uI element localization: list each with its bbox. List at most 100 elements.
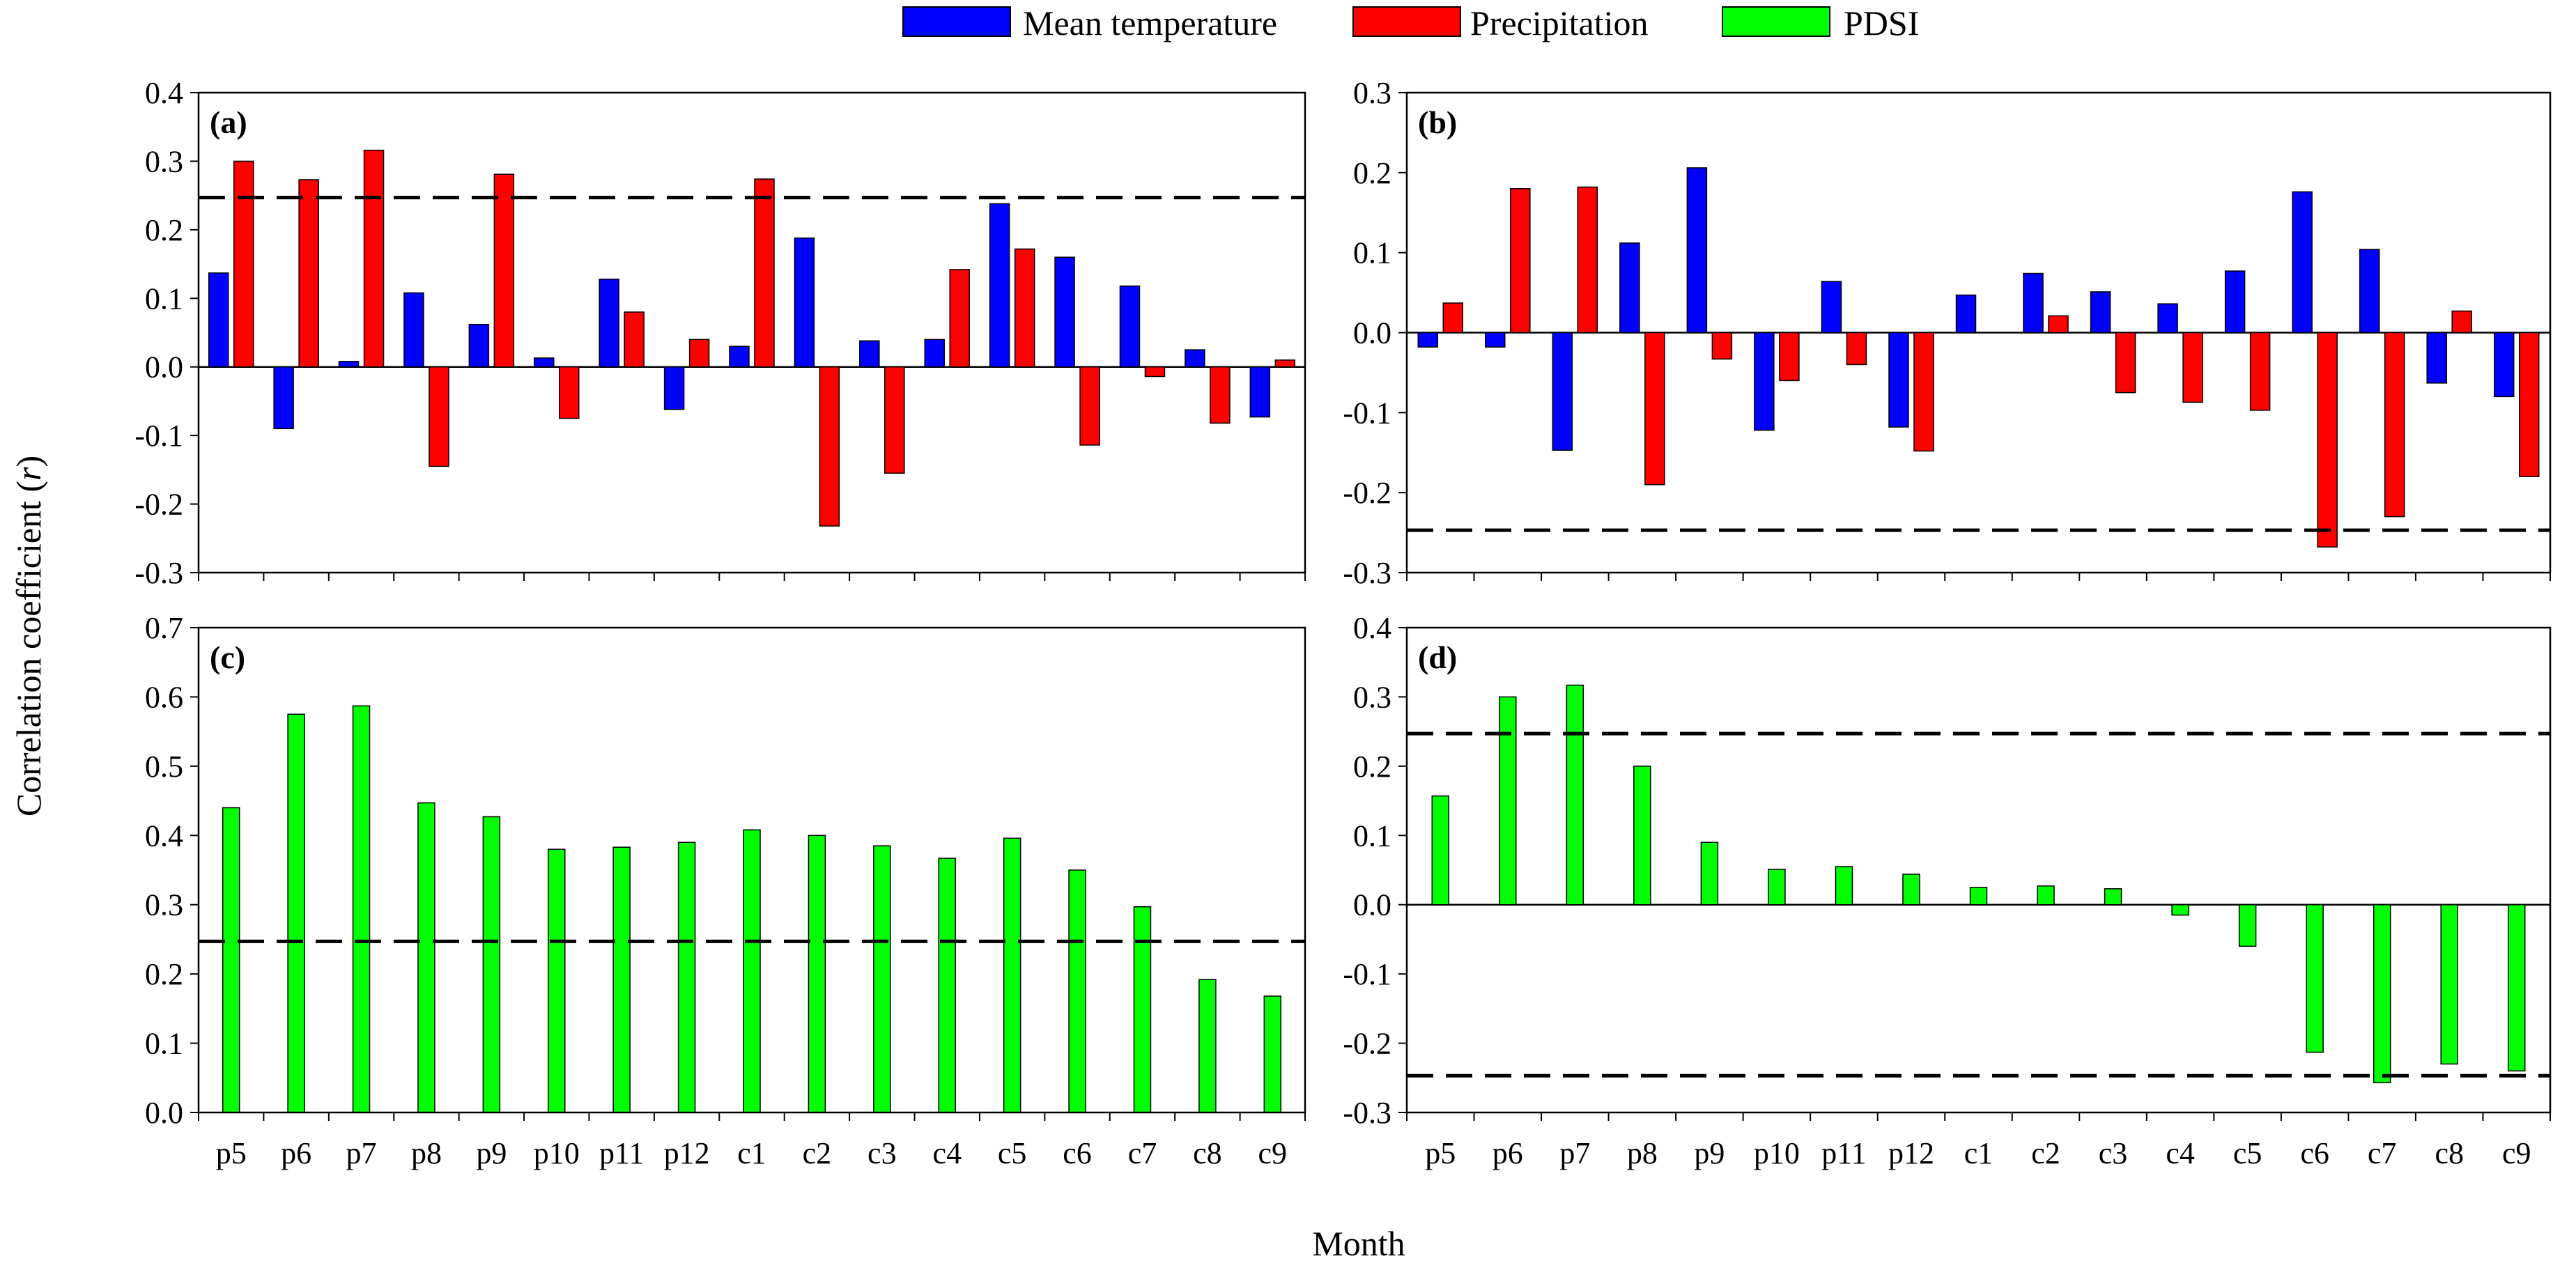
bar-pdsi-c2 — [2037, 885, 2055, 906]
y-tick-label: 0.0 — [145, 350, 183, 385]
bar-pdsi-p6 — [1499, 696, 1517, 906]
x-tick-label: c6 — [1063, 1136, 1092, 1170]
x-tick-label: c7 — [2368, 1136, 2397, 1170]
y-tick-label: -0.1 — [1343, 957, 1391, 991]
bar-pdsi-p10 — [1768, 869, 1786, 906]
y-tick-label: 0.3 — [145, 144, 183, 178]
y-tick-label: 0.4 — [1353, 611, 1391, 645]
x-tick-label: p10 — [534, 1136, 580, 1170]
y-tick-label: -0.3 — [1343, 1096, 1391, 1130]
bar-pdsi-c5 — [1003, 837, 1021, 1113]
bar-mean-temperature-p9 — [468, 323, 490, 368]
bar-mean-temperature-c1 — [729, 346, 750, 368]
x-tick-label: c7 — [1128, 1136, 1157, 1170]
bar-mean-temperature-p5 — [1417, 332, 1439, 348]
bar-pdsi-c6 — [1068, 869, 1086, 1113]
bar-mean-temperature-c9 — [1249, 366, 1271, 418]
y-tick-label: -0.3 — [1343, 556, 1391, 590]
x-axis-title: Month — [1312, 1224, 1405, 1263]
x-tick-label: p6 — [1493, 1136, 1523, 1170]
bar-mean-temperature-p8 — [403, 292, 424, 368]
bar-pdsi-c6 — [2306, 903, 2324, 1053]
bar-pdsi-p5 — [1431, 795, 1450, 906]
bar-precipitation-p8 — [429, 366, 449, 467]
y-tick-label: -0.1 — [1343, 396, 1391, 430]
bar-mean-temperature-p10 — [1754, 332, 1775, 431]
x-tick-label: c5 — [998, 1136, 1027, 1170]
bar-precipitation-c1 — [754, 178, 775, 368]
bar-pdsi-p7 — [352, 705, 371, 1113]
bar-mean-temperature-p8 — [1619, 242, 1640, 334]
bar-pdsi-p9 — [1700, 841, 1719, 906]
legend-label-1: Precipitation — [1470, 3, 1649, 42]
x-tick-label: p9 — [1694, 1136, 1725, 1170]
panel-c: 0.0 0.1 0.2 0.3 0.4 0.5 0.6 0.7 (c) p5 p6 p7 p8 p9 p10… — [145, 611, 1306, 1170]
plot-frame — [1405, 626, 2552, 1114]
bar-mean-temperature-p12 — [663, 366, 685, 410]
bar-pdsi-p11 — [612, 846, 631, 1113]
bar-pdsi-c8 — [1198, 979, 1217, 1113]
y-tick-label: -0.2 — [134, 488, 183, 522]
bar-pdsi-c1 — [1969, 887, 1988, 906]
y-axis-title: Correlation coefficient (r) — [9, 456, 48, 816]
bar-precipitation-c8 — [2451, 310, 2472, 334]
bar-pdsi-p8 — [417, 802, 435, 1113]
bar-precipitation-p12 — [688, 339, 710, 368]
y-tick-label: 0.1 — [1353, 819, 1391, 853]
bar-mean-temperature-c5 — [989, 203, 1010, 368]
bar-precipitation-p5 — [233, 160, 254, 368]
bar-mean-temperature-p11 — [1821, 281, 1842, 334]
x-tick-label: p12 — [1888, 1136, 1934, 1170]
bar-mean-temperature-c3 — [859, 340, 880, 368]
bar-precipitation-c2 — [819, 366, 840, 527]
bar-pdsi-c4 — [938, 858, 956, 1113]
bar-pdsi-p10 — [548, 848, 566, 1113]
bar-mean-temperature-c2 — [2023, 272, 2044, 334]
x-tick-label: p7 — [1559, 1136, 1590, 1170]
x-tick-label: c2 — [803, 1136, 832, 1170]
bar-mean-temperature-p12 — [1888, 332, 1909, 428]
x-tick-label: c1 — [737, 1136, 766, 1170]
bar-mean-temperature-p7 — [1552, 332, 1573, 451]
x-tick-label: c4 — [932, 1136, 962, 1170]
bar-precipitation-c7 — [1144, 366, 1166, 378]
bar-precipitation-p10 — [559, 366, 580, 419]
bar-pdsi-c3 — [2104, 888, 2122, 906]
y-tick-label: -0.3 — [134, 556, 183, 590]
bar-pdsi-c7 — [2373, 903, 2391, 1083]
x-tick-label: c8 — [2435, 1136, 2464, 1170]
bar-precipitation-c2 — [2048, 315, 2069, 334]
y-tick-label: 0.5 — [145, 750, 183, 784]
bar-mean-temperature-c4 — [924, 339, 945, 368]
bar-precipitation-c5 — [1014, 248, 1035, 368]
bar-pdsi-p11 — [1835, 866, 1853, 906]
bar-pdsi-p12 — [677, 841, 696, 1113]
y-tick-label: 0.4 — [145, 76, 183, 110]
bar-precipitation-c4 — [2182, 332, 2203, 403]
bar-pdsi-c2 — [808, 835, 826, 1113]
y-tick-label: 0.4 — [145, 819, 183, 853]
bar-mean-temperature-c2 — [794, 237, 815, 368]
y-tick-label: 0.7 — [145, 611, 183, 645]
x-tick-label: c8 — [1193, 1136, 1222, 1170]
bar-mean-temperature-p7 — [338, 361, 360, 368]
x-tick-label: c3 — [867, 1136, 897, 1170]
x-tick-label: c9 — [2502, 1136, 2531, 1170]
bar-mean-temperature-c7 — [2359, 249, 2380, 334]
panel-label: (a) — [210, 104, 247, 140]
bar-precipitation-p11 — [624, 311, 645, 368]
legend-label-0: Mean temperature — [1023, 3, 1277, 42]
panel-a: -0.3 -0.2 -0.1 0.0 0.1 0.2 0.3 0.4 (a) — [134, 76, 1306, 590]
bar-precipitation-p5 — [1442, 302, 1464, 334]
bar-mean-temperature-c8 — [2426, 332, 2447, 384]
y-tick-label: 0.1 — [145, 281, 183, 316]
bar-pdsi-p6 — [287, 713, 305, 1113]
bar-pdsi-c3 — [873, 845, 891, 1113]
y-tick-label: -0.1 — [134, 419, 183, 453]
bar-precipitation-p10 — [1779, 332, 1800, 382]
bar-precipitation-c7 — [2384, 332, 2405, 518]
x-tick-label: c9 — [1258, 1136, 1288, 1170]
bar-pdsi-c1 — [743, 829, 761, 1113]
bar-precipitation-c8 — [1210, 366, 1231, 424]
bar-mean-temperature-c4 — [2157, 303, 2178, 334]
